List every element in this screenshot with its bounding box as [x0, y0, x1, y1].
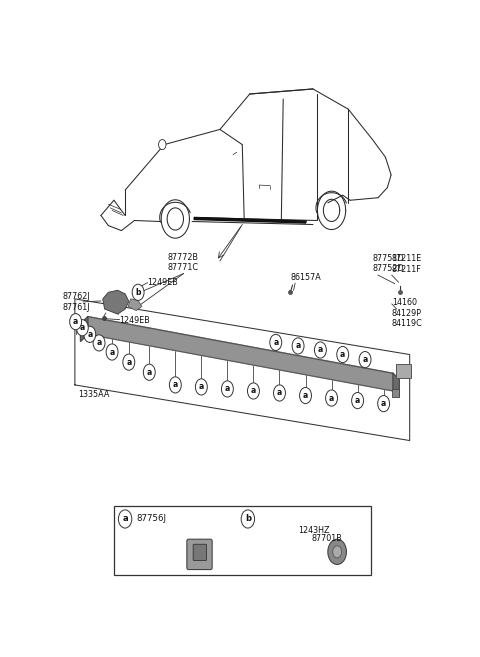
- Text: a: a: [96, 338, 102, 348]
- Circle shape: [76, 320, 88, 336]
- Circle shape: [221, 381, 233, 397]
- Polygon shape: [194, 217, 306, 223]
- Circle shape: [241, 510, 254, 528]
- FancyBboxPatch shape: [193, 544, 206, 560]
- Text: 87211E
87211F: 87211E 87211F: [392, 254, 422, 273]
- Bar: [396, 364, 411, 378]
- Circle shape: [248, 383, 259, 399]
- Text: a: a: [225, 384, 230, 394]
- Circle shape: [93, 335, 105, 351]
- Text: a: a: [199, 382, 204, 392]
- Text: a: a: [147, 368, 152, 376]
- Circle shape: [270, 334, 282, 350]
- Text: 1249EB: 1249EB: [147, 278, 178, 286]
- Circle shape: [333, 546, 342, 558]
- Circle shape: [300, 388, 312, 403]
- Polygon shape: [88, 317, 393, 391]
- Text: 84129P
84119C: 84129P 84119C: [392, 309, 422, 328]
- Text: a: a: [80, 323, 85, 332]
- Circle shape: [106, 344, 118, 360]
- Circle shape: [292, 338, 304, 354]
- Circle shape: [144, 364, 155, 380]
- Text: 14160: 14160: [392, 298, 417, 307]
- Text: a: a: [87, 330, 92, 339]
- Bar: [114, 507, 371, 575]
- Text: a: a: [340, 350, 345, 359]
- Text: b: b: [135, 288, 141, 297]
- Text: a: a: [296, 342, 300, 350]
- Text: a: a: [73, 317, 78, 326]
- Circle shape: [274, 385, 286, 401]
- Circle shape: [359, 351, 371, 368]
- FancyBboxPatch shape: [187, 539, 212, 570]
- Polygon shape: [81, 317, 88, 342]
- Text: a: a: [318, 346, 323, 355]
- Text: 87772B
87771C: 87772B 87771C: [167, 253, 198, 272]
- Circle shape: [378, 396, 390, 412]
- Text: 1249EB: 1249EB: [120, 315, 150, 325]
- Text: a: a: [277, 388, 282, 397]
- Text: a: a: [381, 399, 386, 408]
- Text: a: a: [355, 396, 360, 405]
- Circle shape: [195, 379, 207, 395]
- Text: 87762J
87761J: 87762J 87761J: [63, 292, 91, 311]
- Text: a: a: [109, 348, 115, 357]
- Circle shape: [325, 390, 337, 406]
- Text: a: a: [173, 380, 178, 390]
- Circle shape: [158, 139, 166, 150]
- Text: 87701B: 87701B: [311, 533, 342, 543]
- Circle shape: [314, 342, 326, 358]
- Text: 1243HZ: 1243HZ: [298, 526, 330, 535]
- Text: a: a: [251, 386, 256, 396]
- Circle shape: [123, 354, 135, 371]
- Text: a: a: [122, 514, 128, 524]
- Text: a: a: [303, 391, 308, 400]
- Circle shape: [70, 313, 82, 330]
- Text: a: a: [126, 357, 132, 367]
- Text: b: b: [245, 514, 251, 524]
- Circle shape: [352, 392, 363, 409]
- Circle shape: [169, 377, 181, 393]
- Circle shape: [84, 327, 96, 342]
- Text: a: a: [362, 355, 368, 364]
- Text: 86157A: 86157A: [290, 273, 322, 283]
- Text: a: a: [329, 394, 334, 403]
- Text: 87751D
87752D: 87751D 87752D: [372, 254, 404, 273]
- Bar: [392, 390, 399, 397]
- Text: a: a: [273, 338, 278, 347]
- Polygon shape: [103, 290, 129, 314]
- Text: 87756J: 87756J: [136, 514, 166, 524]
- Polygon shape: [393, 373, 399, 397]
- Circle shape: [132, 284, 144, 300]
- Circle shape: [119, 510, 132, 528]
- Circle shape: [328, 539, 347, 564]
- Text: 1335AA: 1335AA: [78, 390, 109, 399]
- Circle shape: [337, 346, 348, 363]
- Polygon shape: [128, 299, 142, 311]
